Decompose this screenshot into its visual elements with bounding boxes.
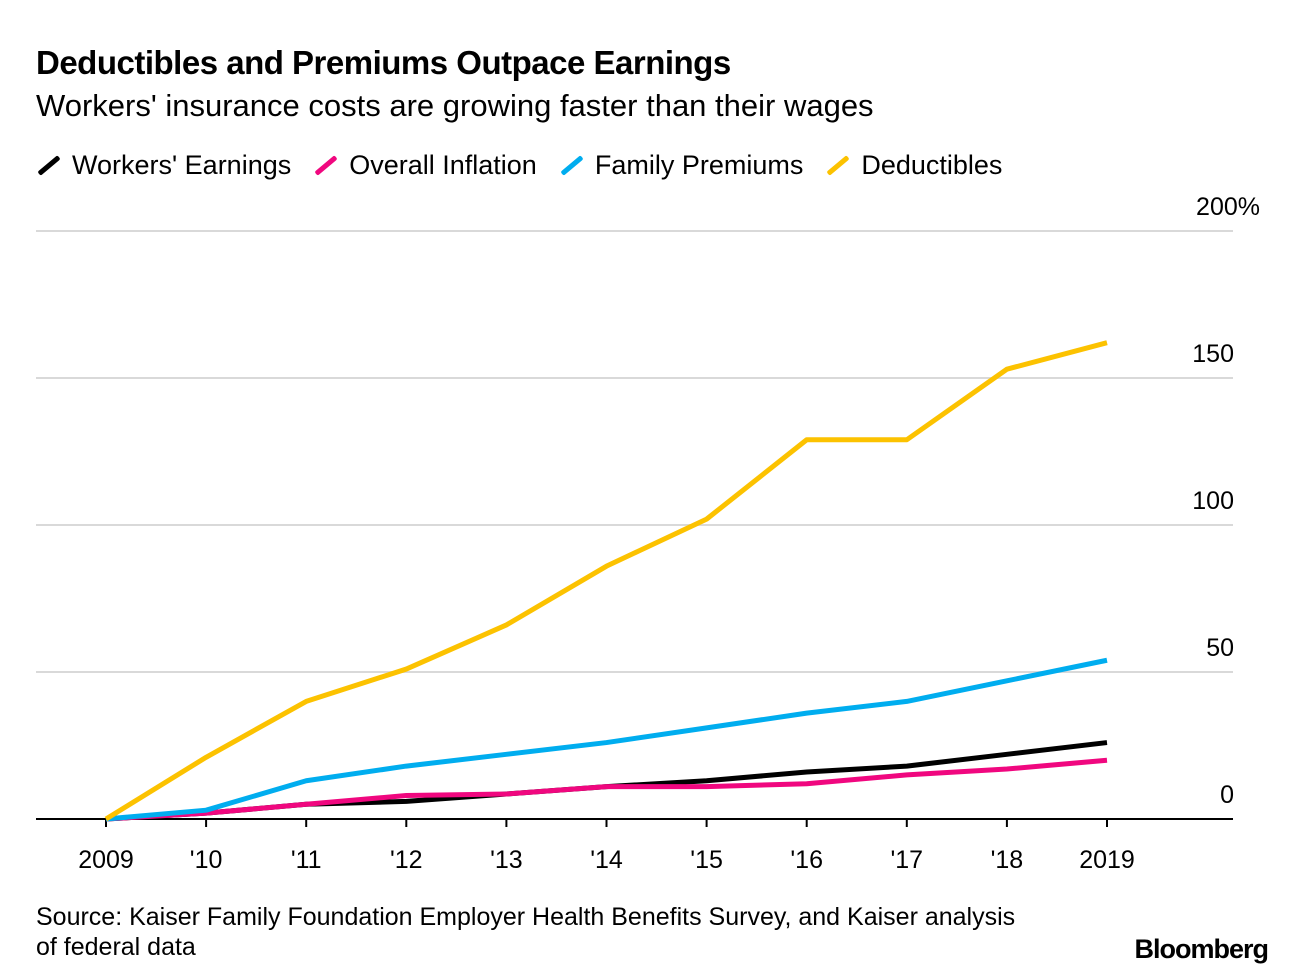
- legend-label: Workers' Earnings: [72, 150, 292, 180]
- x-tick-label: '14: [590, 846, 623, 874]
- source-note: Source: Kaiser Family Foundation Employe…: [36, 903, 1016, 961]
- y-tick-label: 100: [1192, 487, 1234, 515]
- x-tick-label: '16: [790, 846, 823, 874]
- series-line-deductibles: [104, 340, 1108, 822]
- x-tick-label: 2019: [1079, 846, 1135, 874]
- chart-title: Deductibles and Premiums Outpace Earning…: [36, 44, 731, 81]
- x-tick-label: '15: [690, 846, 723, 874]
- chart-subtitle: Workers' insurance costs are growing fas…: [36, 88, 874, 123]
- y-tick-label: 200%: [1196, 193, 1260, 221]
- x-tick-label: '10: [190, 846, 223, 874]
- y-tick-label: 0: [1220, 781, 1234, 809]
- legend-label: Family Premiums: [594, 150, 804, 180]
- y-tick-label: 50: [1206, 634, 1234, 662]
- x-tick-label: '17: [891, 846, 924, 874]
- x-tick-label: 2009: [78, 846, 134, 874]
- y-tick-label: 150: [1192, 340, 1234, 368]
- x-tick-label: '11: [291, 846, 322, 874]
- series-line-family-premiums: [105, 657, 1108, 822]
- x-tick-label: '13: [490, 846, 523, 874]
- legend-label: Deductibles: [861, 150, 1003, 180]
- x-tick-label: '18: [991, 846, 1024, 874]
- legend-item: Overall Inflation: [313, 150, 537, 181]
- legend-item: Workers' Earnings: [36, 150, 291, 181]
- legend-item: Family Premiums: [559, 150, 804, 181]
- series-line-overall-inflation: [105, 757, 1108, 822]
- legend-label: Overall Inflation: [349, 150, 537, 180]
- legend-item: Deductibles: [825, 150, 1002, 181]
- legend: Workers' Earnings Overall Inflation Family…: [36, 150, 1002, 181]
- bloomberg-logo: Bloomberg: [1134, 934, 1269, 964]
- x-tick-label: '12: [390, 846, 423, 874]
